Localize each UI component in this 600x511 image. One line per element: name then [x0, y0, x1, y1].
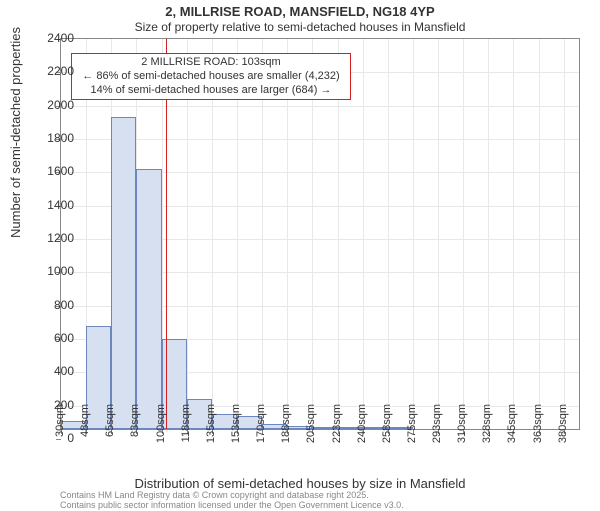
xtick-label: 83sqm — [129, 404, 141, 437]
ytick-label: 2200 — [24, 64, 74, 78]
xtick-label: 153sqm — [230, 404, 242, 443]
xtick-label: 258sqm — [381, 404, 393, 443]
xtick-label: 275sqm — [406, 404, 418, 443]
ytick-label: 1600 — [24, 164, 74, 178]
xtick-label: 310sqm — [456, 404, 468, 443]
ytick-label: 2400 — [24, 31, 74, 45]
ytick-label: 2000 — [24, 98, 74, 112]
xtick-label: 380sqm — [557, 404, 569, 443]
xtick-label: 118sqm — [180, 404, 192, 442]
footer-line2: Contains public sector information licen… — [60, 500, 404, 510]
xtick-label: 170sqm — [255, 404, 267, 443]
annotation-box: 2 MILLRISE ROAD: 103sqm← 86% of semi-det… — [71, 53, 351, 100]
histogram-bar — [136, 169, 161, 429]
xtick-label: 48sqm — [79, 404, 91, 437]
xtick-label: 188sqm — [280, 404, 292, 443]
xtick-label: 328sqm — [481, 404, 493, 443]
gridline-h — [61, 106, 579, 107]
gridline-v — [539, 39, 540, 429]
annotation-line1: 2 MILLRISE ROAD: 103sqm — [78, 56, 344, 70]
x-axis-label: Distribution of semi-detached houses by … — [0, 476, 600, 491]
ytick-label: 1000 — [24, 264, 74, 278]
gridline-v — [463, 39, 464, 429]
gridline-v — [488, 39, 489, 429]
plot-area: 2 MILLRISE ROAD: 103sqm← 86% of semi-det… — [60, 38, 580, 430]
ytick-label: 800 — [24, 298, 74, 312]
ytick-label: 0 — [24, 431, 74, 445]
ytick-label: 600 — [24, 331, 74, 345]
gridline-v — [388, 39, 389, 429]
y-axis-label: Number of semi-detached properties — [8, 27, 23, 238]
gridline-v — [363, 39, 364, 429]
chart-area: 2 MILLRISE ROAD: 103sqm← 86% of semi-det… — [60, 38, 580, 430]
xtick-label: 135sqm — [205, 404, 217, 443]
xtick-label: 345sqm — [506, 404, 518, 443]
ytick-label: 1200 — [24, 231, 74, 245]
chart-title-line1: 2, MILLRISE ROAD, MANSFIELD, NG18 4YP — [0, 0, 600, 20]
ytick-label: 200 — [24, 398, 74, 412]
gridline-v — [513, 39, 514, 429]
gridline-h — [61, 139, 579, 140]
ytick-label: 1800 — [24, 131, 74, 145]
gridline-v — [438, 39, 439, 429]
xtick-label: 240sqm — [356, 404, 368, 443]
xtick-label: 65sqm — [104, 404, 116, 437]
annotation-line2: ← 86% of semi-detached houses are smalle… — [78, 70, 344, 84]
gridline-v — [564, 39, 565, 429]
xtick-label: 30sqm — [54, 404, 66, 437]
xtick-label: 100sqm — [155, 404, 167, 443]
ytick-label: 1400 — [24, 198, 74, 212]
chart-title-line2: Size of property relative to semi-detach… — [0, 20, 600, 36]
xtick-label: 293sqm — [431, 404, 443, 443]
xtick-label: 205sqm — [305, 404, 317, 443]
footer-line1: Contains HM Land Registry data © Crown c… — [60, 490, 404, 500]
xtick-label: 363sqm — [532, 404, 544, 443]
xtick-label: 223sqm — [331, 404, 343, 443]
annotation-line3: 14% of semi-detached houses are larger (… — [78, 84, 344, 98]
histogram-bar — [111, 117, 136, 429]
ytick-label: 400 — [24, 364, 74, 378]
gridline-v — [413, 39, 414, 429]
footer-attribution: Contains HM Land Registry data © Crown c… — [60, 490, 404, 498]
